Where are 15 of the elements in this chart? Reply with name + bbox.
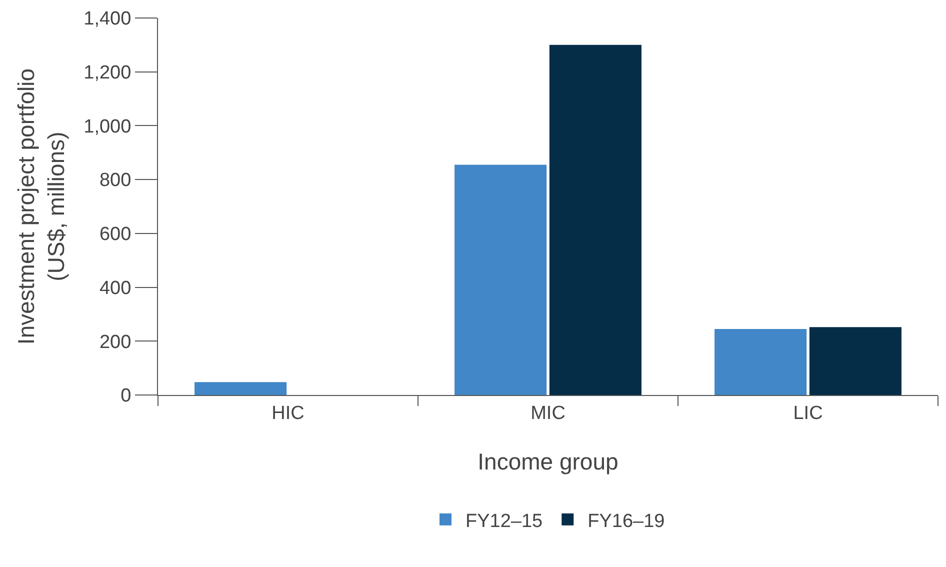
x-tick-label: MIC <box>530 402 566 424</box>
x-axis-title: Income group <box>478 448 618 474</box>
legend-label: FY12–15 <box>466 510 543 532</box>
y-tick-label: 1,400 <box>84 8 132 30</box>
y-tick-label: 1,200 <box>84 62 132 84</box>
y-tick-label: 800 <box>99 170 132 192</box>
y-tick-label: 200 <box>99 332 132 353</box>
y-tick-label: 1,000 <box>84 116 132 138</box>
y-tick-label: 0 <box>120 386 132 407</box>
y-tick-label: 400 <box>99 278 132 299</box>
y-tick-label: 600 <box>99 224 132 246</box>
y-axis-title: Investment project portfolio (US$, millions) <box>13 68 70 345</box>
x-tick-label: HIC <box>272 402 304 424</box>
x-tick-label: LIC <box>793 402 823 424</box>
legend-label: FY16–19 <box>588 510 665 532</box>
